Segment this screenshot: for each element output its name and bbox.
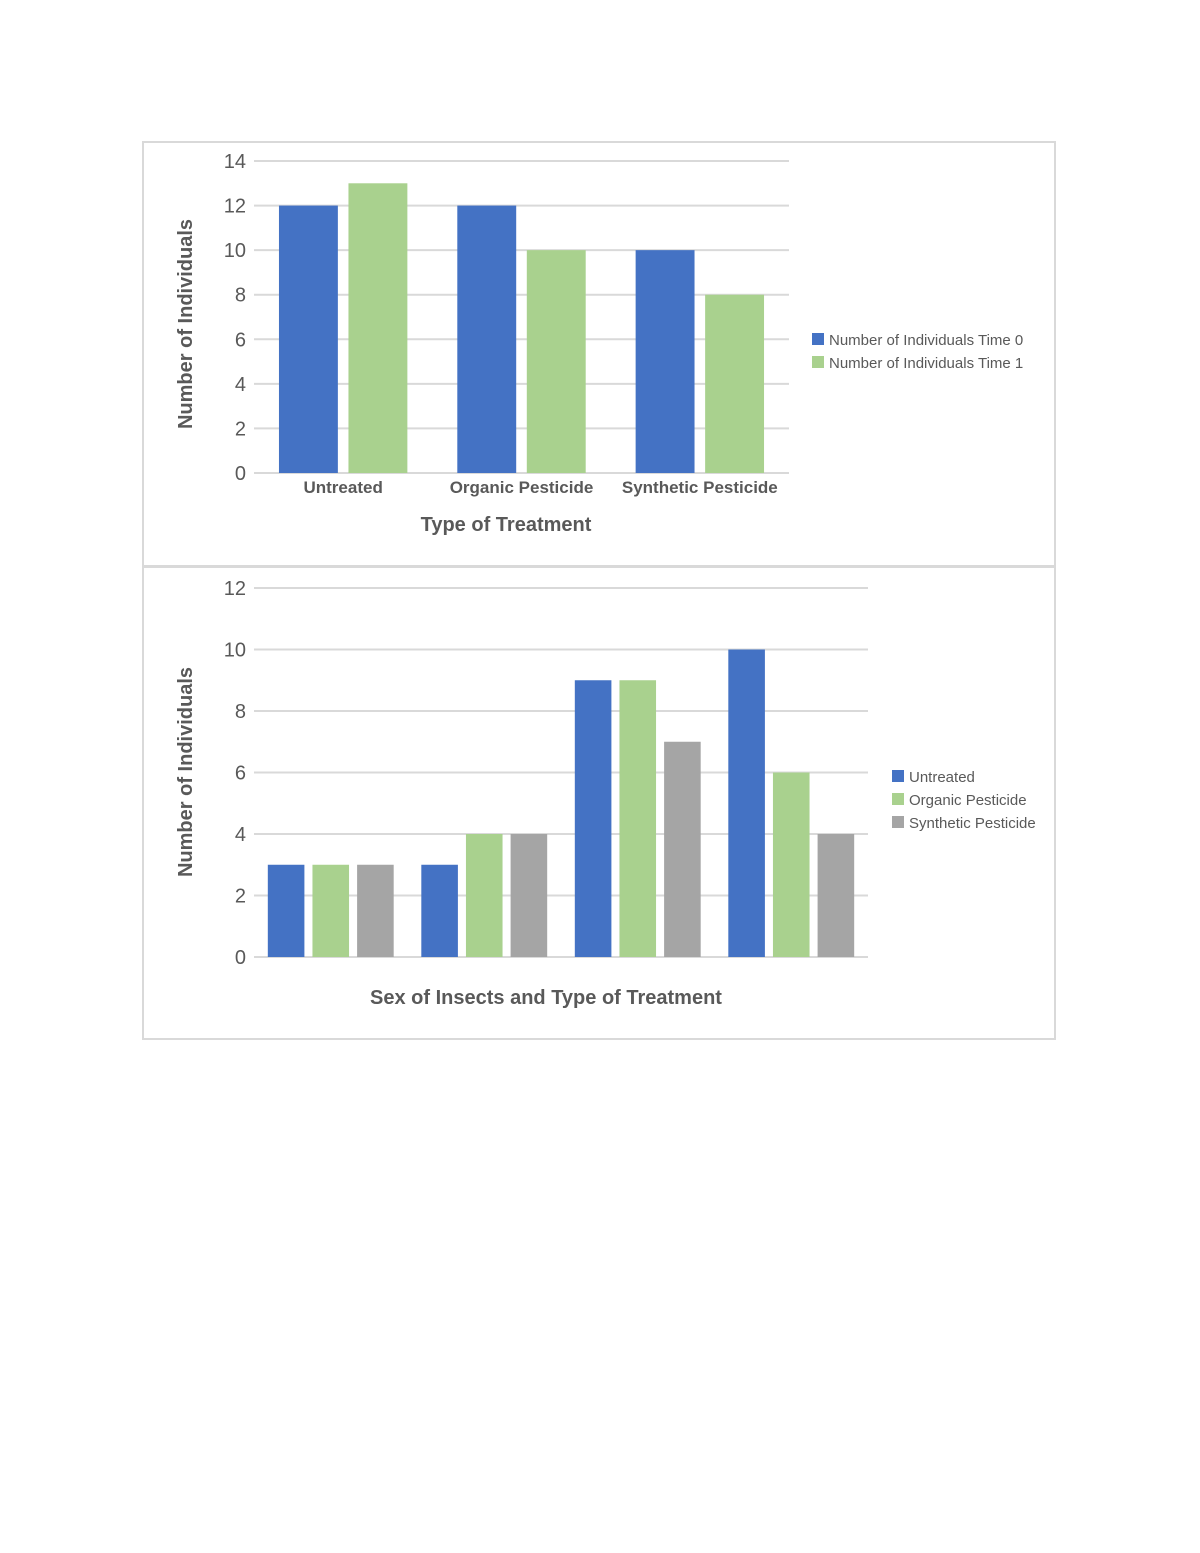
chart-1-x-axis-title: Type of Treatment [421,514,592,536]
chart-2-y-axis-title: Number of Individuals [175,667,197,877]
chart-1-y-tick-label: 12 [224,196,246,218]
chart-1-category-label: Organic Pesticide [450,478,594,497]
chart-1-bar-1-2 [457,205,517,474]
chart-1-y-tick-label: 2 [235,418,246,440]
chart-2-bar-3-1 [357,864,394,957]
chart-1-legend-label: Number of Individuals Time 1 [829,355,1023,372]
chart-1-bar-1-1 [278,205,338,474]
chart-2-x-axis-title: Sex of Insects and Type of Treatment [370,987,722,1009]
chart-2-y-tick-label: 4 [235,824,246,846]
chart-1-y-tick-label: 14 [224,151,246,173]
chart-1-frame: 0 2 4 6 8 10 12 14 Untreated Organic Pesticide Syn… [142,141,1056,567]
chart-1-legend-label: Number of Individuals Time 0 [829,332,1023,349]
chart-1-bar-1-3 [635,250,695,473]
chart-2-bar-2-1 [312,864,350,957]
chart-1-bar-2-3 [705,294,765,473]
chart-2-y-tick-label: 10 [224,640,246,662]
chart-1-bar-2-1 [348,183,408,473]
chart-1-y-tick-label: 4 [235,374,246,396]
chart-2-legend-swatch [892,770,904,782]
chart-2-bar-2-4 [772,772,810,957]
chart-2-bar-3-3 [664,741,701,957]
chart-2-bar-1-1 [267,864,305,957]
chart-1-category-label: Synthetic Pesticide [622,478,778,497]
chart-2-bar-1-2 [421,864,458,957]
chart-2-bar-1-3 [574,680,612,957]
chart-2-legend-label: Organic Pesticide [909,792,1027,809]
chart-1-svg: 0 2 4 6 8 10 12 14 Untreated Organic Pesticide Syn… [175,151,1023,536]
chart-1-y-axis-title: Number of Individuals [175,219,197,429]
chart-2-bar-2-3 [619,680,657,957]
chart-2-y-tick-label: 2 [235,886,246,908]
chart-2-y-tick-label: 6 [235,763,246,785]
chart-1-bar-2-2 [526,250,586,473]
chart-1-y-tick-label: 6 [235,329,246,351]
chart-1-legend-swatch [812,333,824,345]
chart-2-y-tick-label: 12 [224,578,246,600]
chart-2-bar-3-2 [510,834,548,957]
chart-2-bar-3-4 [817,834,855,957]
chart-2-svg: 0 2 4 6 8 10 12 Sex of Insects and Type of Tre… [175,578,1036,1009]
chart-2-y-tick-label: 8 [235,701,246,723]
chart-1-legend-swatch [812,356,824,368]
chart-1-y-tick-label: 10 [224,240,246,262]
chart-2-y-tick-label: 0 [235,947,246,969]
chart-1-y-tick-label: 8 [235,285,246,307]
chart-2-legend-swatch [892,793,904,805]
chart-2-bar-1-4 [728,649,765,957]
chart-2-legend-label: Untreated [909,769,975,786]
chart-2-legend-swatch [892,816,904,828]
chart-1-category-label: Untreated [303,478,382,497]
chart-1-y-tick-label: 0 [235,463,246,485]
chart-2-frame: 0 2 4 6 8 10 12 Sex of Insects and Type of Tre… [142,566,1056,1040]
chart-2-legend-label: Synthetic Pesticide [909,815,1036,832]
chart-2-bar-2-2 [465,834,503,957]
